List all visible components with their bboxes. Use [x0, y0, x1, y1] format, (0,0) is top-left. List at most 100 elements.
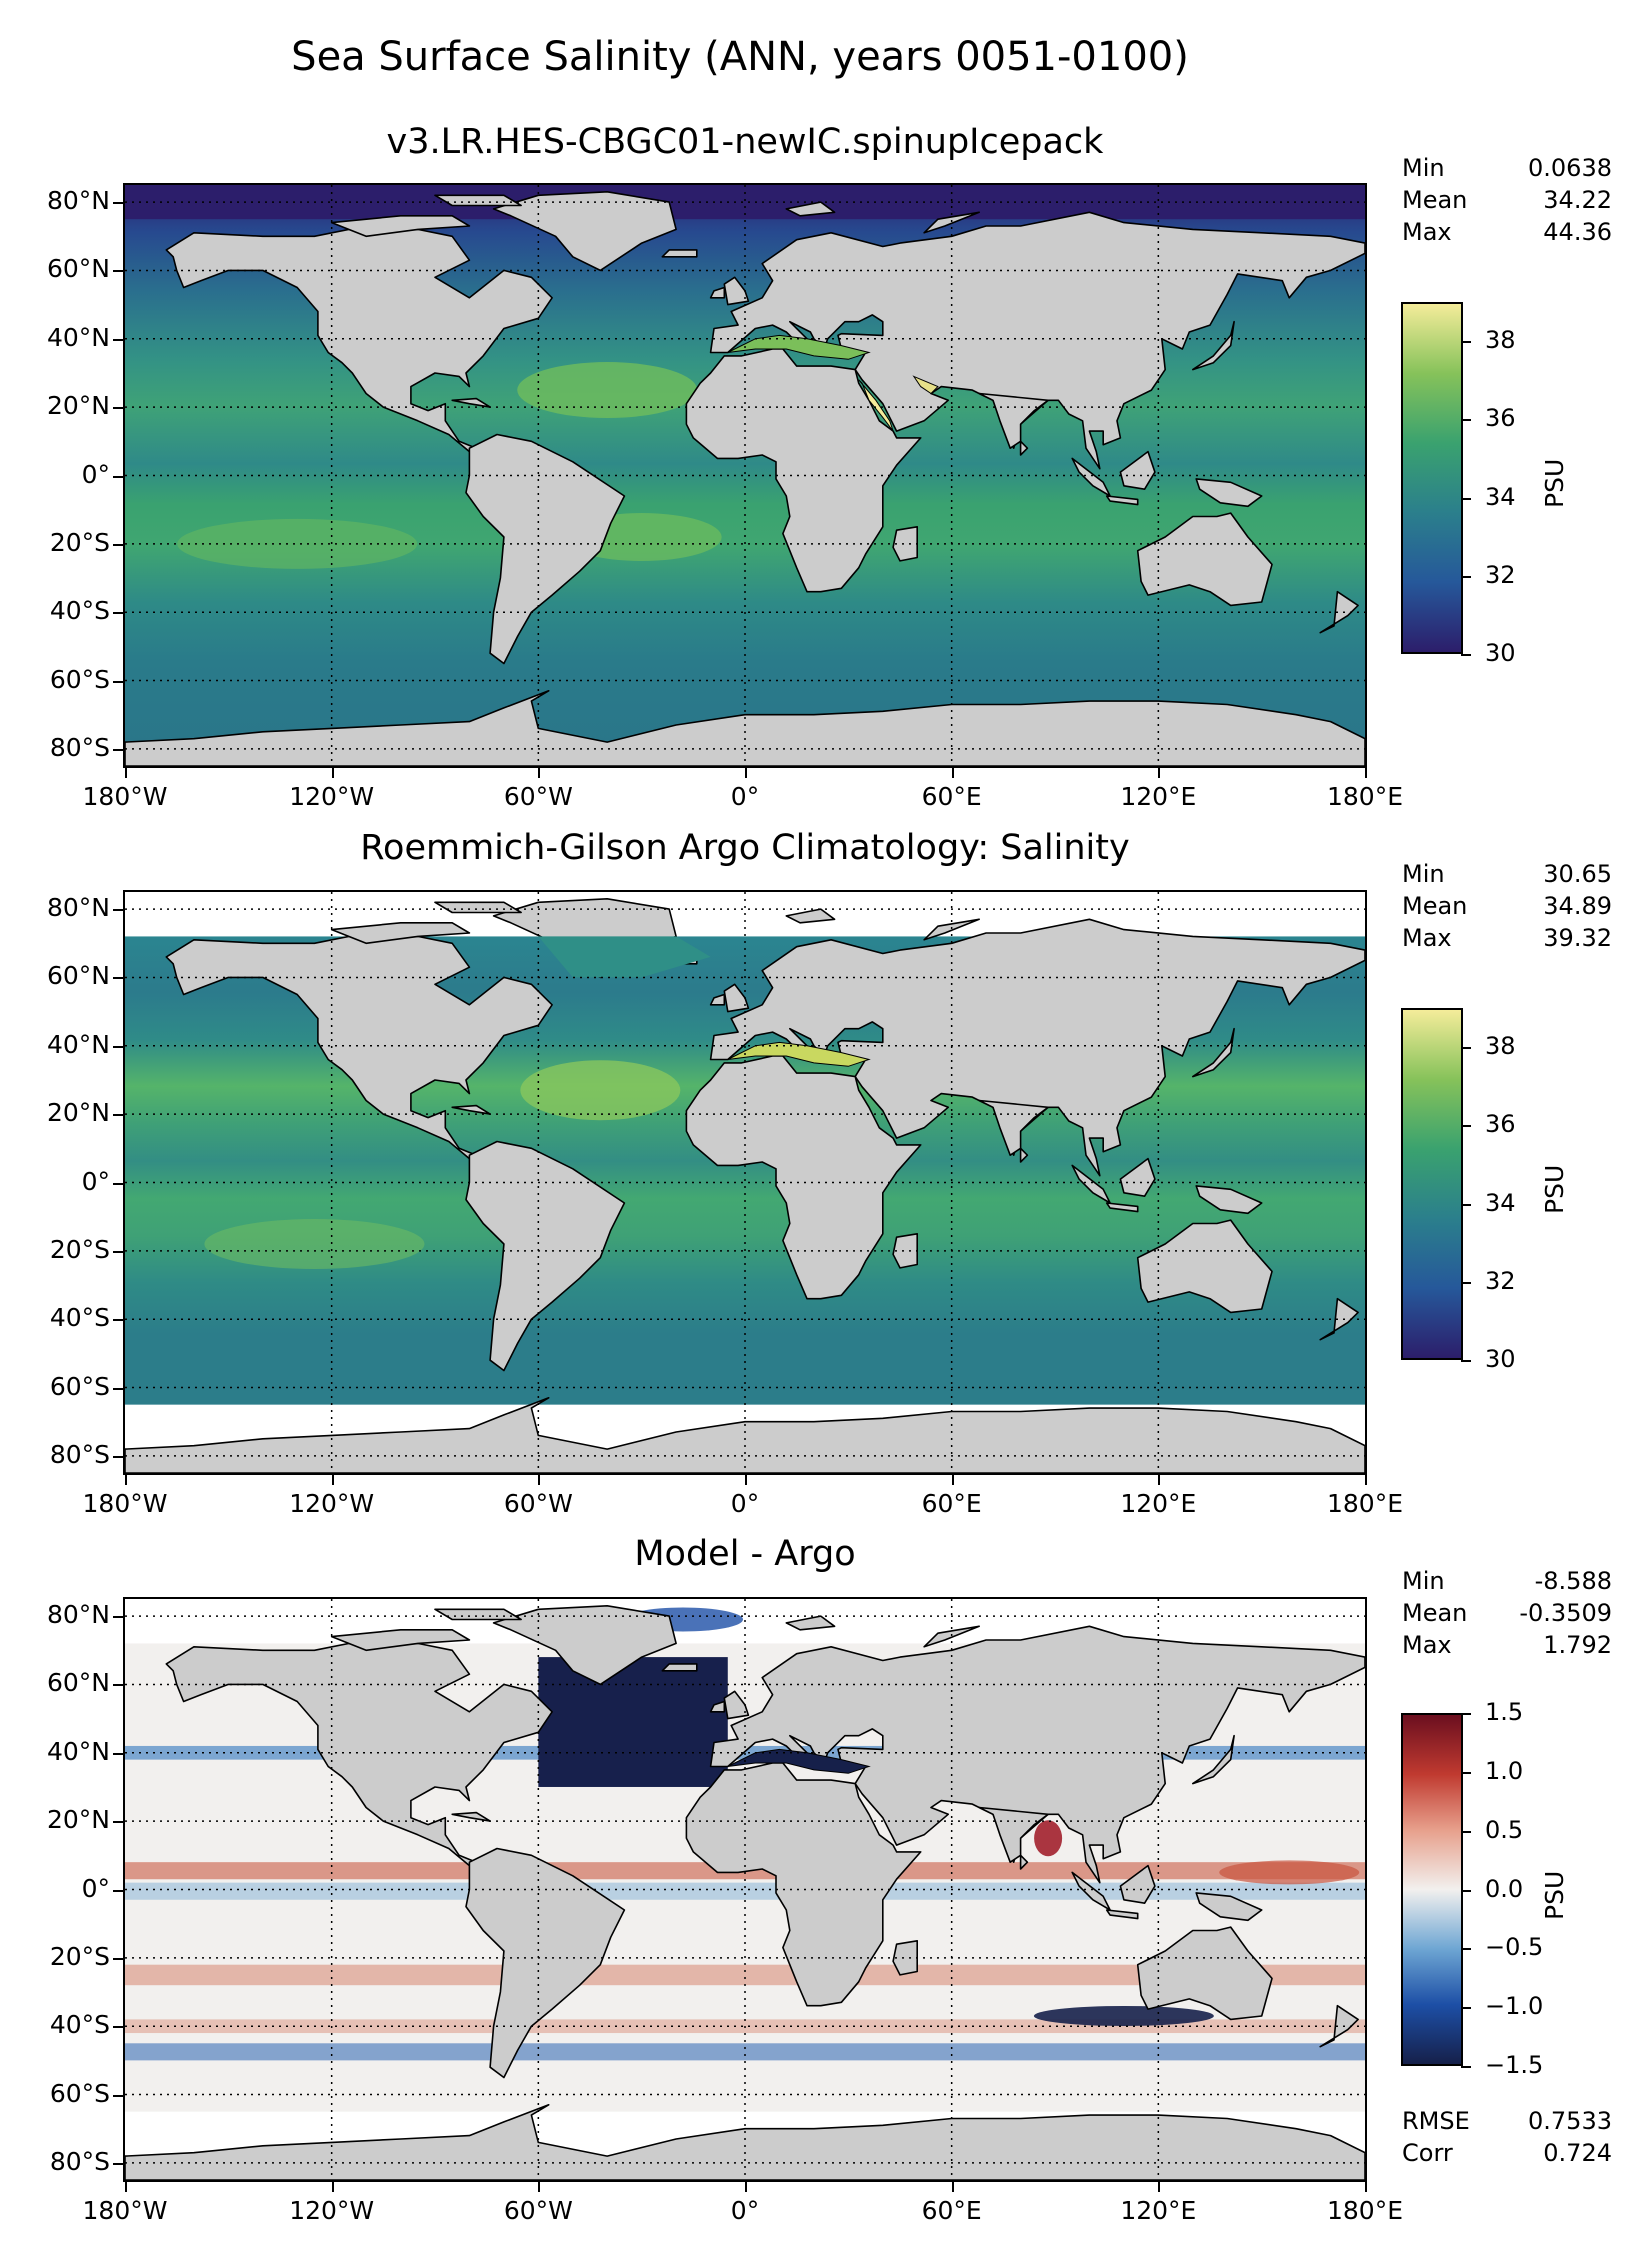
longitude-tick-label: 60°W [503, 2196, 573, 2225]
latitude-tick-mark [113, 338, 123, 341]
longitude-tick-mark [1158, 768, 1161, 778]
longitude-tick-label: 180°W [82, 2196, 168, 2225]
land-polygon [1119, 1157, 1156, 1198]
latitude-tick-mark [113, 909, 123, 912]
land-polygon [492, 191, 677, 272]
land-polygon [1071, 457, 1111, 497]
atlantic-high [517, 362, 698, 419]
longitude-tick-mark [951, 768, 954, 778]
colorbar-tick-label: −1.0 [1485, 1992, 1544, 2021]
longitude-tick-label: 60°E [921, 782, 982, 811]
stat-mean: 34.89 [1543, 892, 1612, 920]
longitude-tick-mark [538, 768, 541, 778]
stat-min-label: Min [1402, 1567, 1445, 1595]
corr-value: 0.724 [1543, 2139, 1612, 2167]
colorbar-tick-mark [1461, 2007, 1471, 2010]
latitude-tick-label: 60°S [49, 2078, 110, 2108]
colorbar-tick-mark [1461, 1125, 1471, 1128]
latitude-tick-mark [113, 2026, 123, 2029]
colorbar-tick-mark [1461, 1360, 1471, 1362]
colorbar-label: PSU [1540, 458, 1569, 508]
colorbar-tick-label: 1.0 [1485, 1756, 1524, 1785]
land-polygon [923, 211, 981, 234]
colorbar-tick-mark [1461, 1281, 1471, 1284]
longitude-tick-label: 0° [730, 1489, 760, 1518]
latitude-tick-label: 60°S [49, 1371, 110, 1401]
land-polygon [1319, 590, 1359, 634]
longitude-tick-label: 0° [730, 2196, 760, 2225]
land-polygon [709, 1700, 726, 1713]
map-argo [123, 890, 1367, 1475]
longitude-tick-mark [538, 2182, 541, 2192]
latitude-tick-mark [113, 977, 123, 980]
land-polygon [1136, 512, 1273, 607]
latitude-tick-mark [113, 475, 123, 478]
land-polygon [165, 225, 553, 453]
colorbar-tick-mark [1461, 1830, 1471, 1833]
latitude-tick-label: 40°S [49, 2010, 110, 2040]
latitude-tick-mark [113, 748, 123, 751]
land-polygon [1019, 1854, 1029, 1870]
stat-mean: 34.22 [1543, 186, 1612, 214]
latitude-tick-mark [113, 1250, 123, 1253]
land-polygon [1319, 1297, 1359, 1341]
longitude-tick-mark [745, 768, 747, 778]
land-polygon [1192, 1734, 1235, 1785]
colorbar-tick-label: 30 [1485, 639, 1516, 667]
stat-min-label: Min [1402, 860, 1445, 888]
south-pacific-high [177, 518, 418, 569]
longitude-tick-label: 120°E [1120, 1489, 1197, 1518]
land-polygon [1071, 1871, 1111, 1911]
latitude-tick-label: 40°S [49, 1303, 110, 1333]
stat-mean: -0.3509 [1519, 1599, 1612, 1627]
latitude-tick-mark [113, 1319, 123, 1322]
longitude-tick-label: 180°W [82, 782, 168, 811]
difference-band [125, 1882, 1365, 1900]
atlantic-high [520, 1060, 681, 1121]
stat-mean-label: Mean [1402, 186, 1468, 214]
panel-title: v3.LR.HES-CBGC01-newIC.spinupIcepack [386, 122, 1104, 162]
land-polygon [1019, 440, 1029, 456]
land-polygon [1192, 320, 1235, 371]
map-svg [125, 185, 1365, 766]
longitude-tick-mark [1365, 2182, 1367, 2192]
land-polygon [125, 1396, 1365, 1473]
land-polygon [330, 921, 471, 945]
longitude-tick-mark [1365, 768, 1367, 778]
colorbar-tick-mark [1461, 575, 1471, 578]
longitude-tick-mark [125, 1475, 127, 1485]
stats-box: Min 30.65 Mean 34.89 Max 39.32 [1402, 858, 1612, 954]
latitude-tick-label: 80°S [49, 2146, 110, 2176]
stat-max-label: Max [1402, 218, 1452, 246]
latitude-tick-mark [113, 1684, 123, 1687]
panel-title: Model - Argo [634, 1534, 856, 1574]
longitude-tick-mark [951, 2182, 954, 2192]
longitude-tick-label: 60°E [921, 1489, 982, 1518]
longitude-tick-label: 60°W [503, 782, 573, 811]
latitude-tick-mark [113, 1387, 123, 1390]
colorbar-tick-mark [1461, 1889, 1471, 1892]
marginal-sea [727, 1041, 871, 1067]
land-polygon [1019, 1147, 1029, 1163]
latitude-tick-label: 20°S [49, 1234, 110, 1264]
colorbar-tick-mark [1461, 1713, 1471, 1715]
latitude-tick-mark [113, 407, 123, 410]
latitude-tick-mark [113, 1455, 123, 1458]
colorbar-tick-label: 0.5 [1485, 1815, 1524, 1844]
colorbar-tick-mark [1461, 654, 1471, 656]
land-polygon [434, 1608, 522, 1621]
colorbar-tick-mark [1461, 2066, 1471, 2068]
latitude-tick-mark [113, 1045, 123, 1048]
stat-min: 0.0638 [1528, 154, 1612, 182]
stat-min-label: Min [1402, 154, 1445, 182]
colorbar-tick-label: 30 [1485, 1345, 1516, 1373]
longitude-tick-label: 120°W [289, 2196, 375, 2225]
land-polygon [1136, 1219, 1273, 1314]
longitude-tick-label: 60°E [921, 2196, 982, 2225]
latitude-tick-label: 80°N [46, 1600, 110, 1630]
latitude-tick-label: 60°N [46, 1668, 110, 1698]
latitude-tick-mark [113, 1821, 123, 1824]
land-polygon [661, 249, 698, 258]
colorbar-tick-mark [1461, 1047, 1471, 1050]
land-polygon [165, 932, 553, 1160]
